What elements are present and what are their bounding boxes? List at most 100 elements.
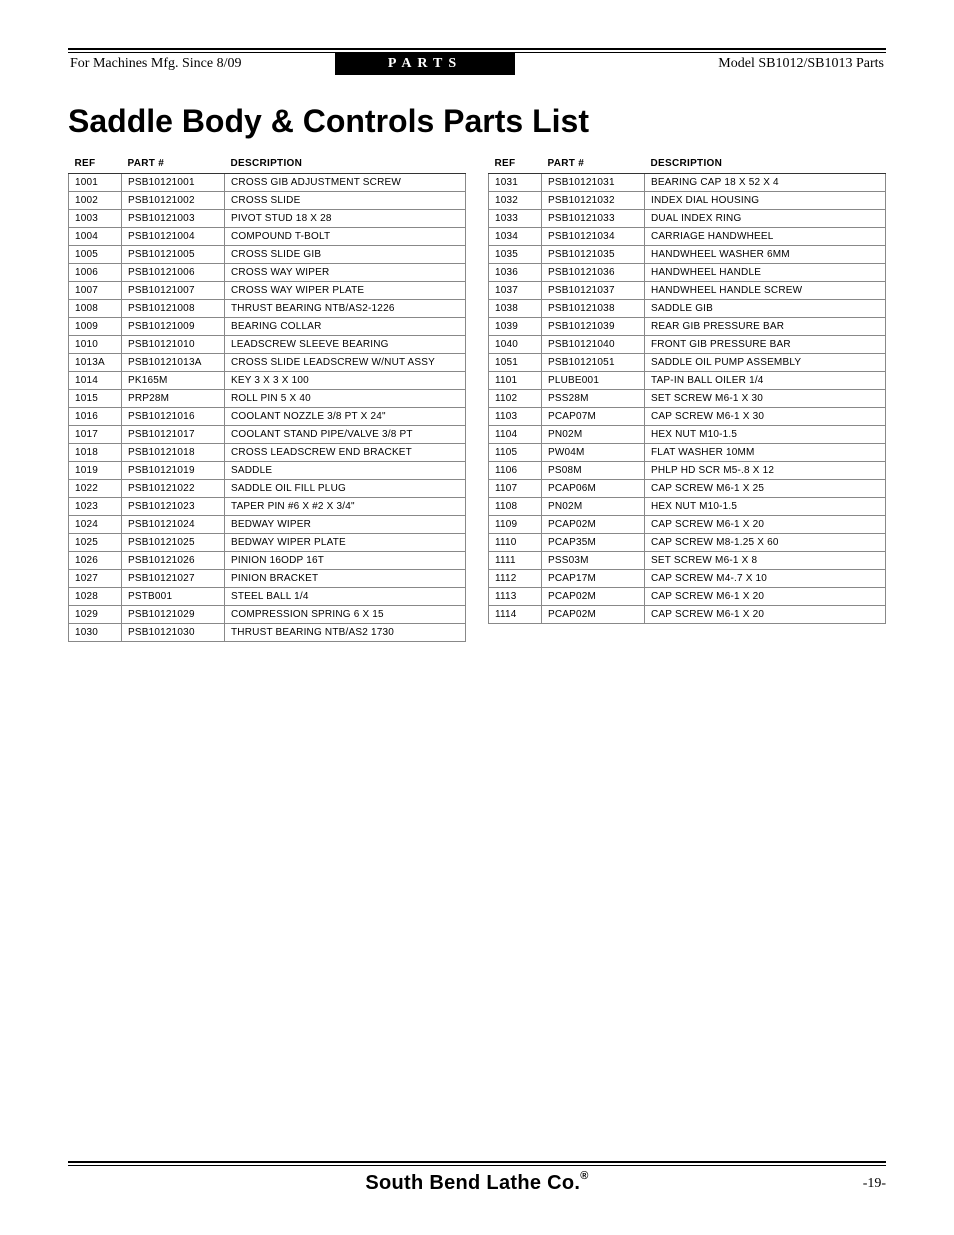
cell-desc: CROSS SLIDE bbox=[225, 192, 466, 210]
cell-part: PSB10121002 bbox=[122, 192, 225, 210]
cell-part: PSB10121022 bbox=[122, 480, 225, 498]
cell-desc: CAP SCREW M4-.7 X 10 bbox=[645, 570, 886, 588]
header-rule-top bbox=[68, 48, 886, 50]
cell-ref: 1002 bbox=[69, 192, 122, 210]
cell-part: PCAP02M bbox=[542, 588, 645, 606]
table-row: 1034PSB10121034CARRIAGE HANDWHEEL bbox=[489, 228, 886, 246]
cell-ref: 1010 bbox=[69, 336, 122, 354]
cell-desc: SET SCREW M6-1 X 30 bbox=[645, 390, 886, 408]
table-row: 1003PSB10121003PIVOT STUD 18 X 28 bbox=[69, 210, 466, 228]
table-row: 1105PW04MFLAT WASHER 10MM bbox=[489, 444, 886, 462]
cell-part: PK165M bbox=[122, 372, 225, 390]
cell-part: PSB10121019 bbox=[122, 462, 225, 480]
cell-ref: 1015 bbox=[69, 390, 122, 408]
cell-ref: 1038 bbox=[489, 300, 542, 318]
cell-desc: HANDWHEEL WASHER 6MM bbox=[645, 246, 886, 264]
table-row: 1022PSB10121022SADDLE OIL FILL PLUG bbox=[69, 480, 466, 498]
table-row: 1005PSB10121005CROSS SLIDE GIB bbox=[69, 246, 466, 264]
cell-part: PSB10121032 bbox=[542, 192, 645, 210]
table-row: 1113PCAP02MCAP SCREW M6-1 X 20 bbox=[489, 588, 886, 606]
cell-part: PLUBE001 bbox=[542, 372, 645, 390]
table-row: 1024PSB10121024BEDWAY WIPER bbox=[69, 516, 466, 534]
cell-desc: BEARING CAP 18 X 52 X 4 bbox=[645, 174, 886, 192]
cell-desc: REAR GIB PRESSURE BAR bbox=[645, 318, 886, 336]
table-row: 1029PSB10121029COMPRESSION SPRING 6 X 15 bbox=[69, 606, 466, 624]
table-row: 1028PSTB001STEEL BALL 1/4 bbox=[69, 588, 466, 606]
cell-desc: ROLL PIN 5 X 40 bbox=[225, 390, 466, 408]
cell-part: PS08M bbox=[542, 462, 645, 480]
table-row: 1040PSB10121040FRONT GIB PRESSURE BAR bbox=[489, 336, 886, 354]
cell-desc: SET SCREW M6-1 X 8 bbox=[645, 552, 886, 570]
cell-desc: CAP SCREW M8-1.25 X 60 bbox=[645, 534, 886, 552]
table-row: 1004PSB10121004COMPOUND T-BOLT bbox=[69, 228, 466, 246]
cell-part: PCAP35M bbox=[542, 534, 645, 552]
col-ref: REF bbox=[489, 154, 542, 174]
cell-desc: SADDLE bbox=[225, 462, 466, 480]
table-row: 1106PS08MPHLP HD SCR M5-.8 X 12 bbox=[489, 462, 886, 480]
cell-desc: STEEL BALL 1/4 bbox=[225, 588, 466, 606]
cell-part: PCAP17M bbox=[542, 570, 645, 588]
footer-rule bbox=[68, 1161, 886, 1163]
cell-ref: 1025 bbox=[69, 534, 122, 552]
cell-ref: 1040 bbox=[489, 336, 542, 354]
cell-ref: 1018 bbox=[69, 444, 122, 462]
cell-desc: COOLANT STAND PIPE/VALVE 3/8 PT bbox=[225, 426, 466, 444]
cell-desc: CROSS SLIDE GIB bbox=[225, 246, 466, 264]
cell-desc: CARRIAGE HANDWHEEL bbox=[645, 228, 886, 246]
cell-desc: CROSS LEADSCREW END BRACKET bbox=[225, 444, 466, 462]
cell-desc: SADDLE OIL FILL PLUG bbox=[225, 480, 466, 498]
cell-ref: 1004 bbox=[69, 228, 122, 246]
table-row: 1039PSB10121039REAR GIB PRESSURE BAR bbox=[489, 318, 886, 336]
cell-desc: PINION BRACKET bbox=[225, 570, 466, 588]
cell-ref: 1001 bbox=[69, 174, 122, 192]
cell-desc: CAP SCREW M6-1 X 30 bbox=[645, 408, 886, 426]
cell-part: PSB10121038 bbox=[542, 300, 645, 318]
cell-desc: SADDLE OIL PUMP ASSEMBLY bbox=[645, 354, 886, 372]
table-row: 1018PSB10121018CROSS LEADSCREW END BRACK… bbox=[69, 444, 466, 462]
cell-part: PW04M bbox=[542, 444, 645, 462]
cell-ref: 1033 bbox=[489, 210, 542, 228]
cell-part: PSB10121034 bbox=[542, 228, 645, 246]
cell-part: PSB10121005 bbox=[122, 246, 225, 264]
cell-ref: 1109 bbox=[489, 516, 542, 534]
table-row: 1031PSB10121031BEARING CAP 18 X 52 X 4 bbox=[489, 174, 886, 192]
cell-desc: CROSS WAY WIPER PLATE bbox=[225, 282, 466, 300]
parts-table-left: REF PART # DESCRIPTION 1001PSB10121001CR… bbox=[68, 154, 466, 642]
cell-desc: HEX NUT M10-1.5 bbox=[645, 426, 886, 444]
footer: South Bend Lathe Co.® -19- bbox=[68, 1166, 886, 1195]
table-row: 1026PSB10121026PINION 16ODP 16T bbox=[69, 552, 466, 570]
table-row: 1008PSB10121008THRUST BEARING NTB/AS2-12… bbox=[69, 300, 466, 318]
table-row: 1001PSB10121001CROSS GIB ADJUSTMENT SCRE… bbox=[69, 174, 466, 192]
cell-desc: DUAL INDEX RING bbox=[645, 210, 886, 228]
cell-part: PSB10121031 bbox=[542, 174, 645, 192]
cell-part: PCAP02M bbox=[542, 606, 645, 624]
tables-container: REF PART # DESCRIPTION 1001PSB10121001CR… bbox=[68, 154, 886, 642]
table-row: 1102PSS28MSET SCREW M6-1 X 30 bbox=[489, 390, 886, 408]
cell-ref: 1104 bbox=[489, 426, 542, 444]
table-row: 1016PSB10121016COOLANT NOZZLE 3/8 PT X 2… bbox=[69, 408, 466, 426]
cell-desc: CAP SCREW M6-1 X 25 bbox=[645, 480, 886, 498]
col-part: PART # bbox=[542, 154, 645, 174]
cell-ref: 1036 bbox=[489, 264, 542, 282]
cell-ref: 1031 bbox=[489, 174, 542, 192]
cell-ref: 1014 bbox=[69, 372, 122, 390]
table-row: 1010PSB10121010LEADSCREW SLEEVE BEARING bbox=[69, 336, 466, 354]
cell-ref: 1005 bbox=[69, 246, 122, 264]
cell-part: PSB10121003 bbox=[122, 210, 225, 228]
cell-part: PSB10121039 bbox=[542, 318, 645, 336]
cell-ref: 1030 bbox=[69, 624, 122, 642]
cell-ref: 1111 bbox=[489, 552, 542, 570]
table-row: 1006PSB10121006CROSS WAY WIPER bbox=[69, 264, 466, 282]
cell-part: PSB10121016 bbox=[122, 408, 225, 426]
cell-desc: KEY 3 X 3 X 100 bbox=[225, 372, 466, 390]
cell-desc: BEARING COLLAR bbox=[225, 318, 466, 336]
table-row: 1037PSB10121037HANDWHEEL HANDLE SCREW bbox=[489, 282, 886, 300]
parts-table-right: REF PART # DESCRIPTION 1031PSB10121031BE… bbox=[488, 154, 886, 624]
cell-desc: FLAT WASHER 10MM bbox=[645, 444, 886, 462]
cell-desc: PIVOT STUD 18 X 28 bbox=[225, 210, 466, 228]
cell-ref: 1027 bbox=[69, 570, 122, 588]
header-right: Model SB1012/SB1013 Parts bbox=[515, 53, 886, 75]
cell-ref: 1035 bbox=[489, 246, 542, 264]
cell-part: PSB10121037 bbox=[542, 282, 645, 300]
cell-part: PSB10121027 bbox=[122, 570, 225, 588]
